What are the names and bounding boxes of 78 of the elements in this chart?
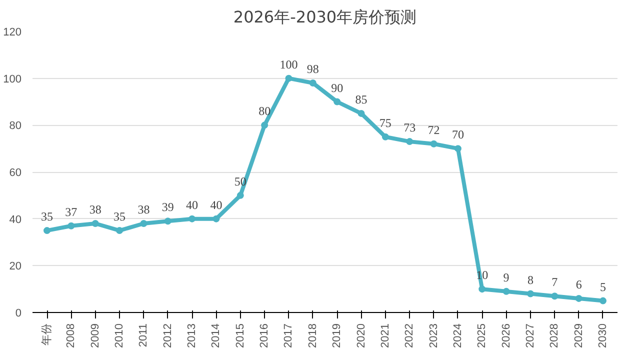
point	[454, 145, 462, 152]
point	[478, 286, 486, 293]
data-label: 40	[210, 198, 222, 212]
point	[188, 215, 196, 222]
x-tick-label: 2008	[65, 323, 78, 348]
x-tick-label: 2009	[89, 323, 102, 348]
x-tick-label: 2018	[306, 323, 319, 348]
point	[551, 292, 558, 300]
data-label: 35	[114, 210, 126, 224]
point	[502, 288, 510, 295]
data-label: 100	[280, 57, 298, 72]
x-tick-label: 2021	[379, 323, 392, 348]
y-tick-label: 60	[9, 167, 22, 179]
data-label: 6	[576, 277, 582, 292]
data-label: 8	[527, 272, 534, 287]
y-tick-label: 40	[9, 214, 22, 226]
chart-title: 2026年-2030年房价预测	[233, 8, 417, 26]
x-tick-label: 2027	[524, 323, 536, 348]
x-tick-label: 2029	[572, 323, 585, 348]
y-tick-label: 0	[15, 308, 22, 320]
data-label: 40	[186, 198, 198, 212]
x-tick-label: 2012	[162, 323, 174, 348]
point	[68, 222, 75, 230]
x-tick-label: 2026	[500, 323, 512, 348]
data-label: 38	[138, 202, 150, 217]
point	[140, 220, 148, 228]
point	[164, 218, 172, 225]
point	[430, 140, 438, 148]
x-tick-label: 2019	[331, 323, 344, 348]
data-label: 90	[331, 80, 344, 95]
point	[334, 98, 341, 106]
x-tick-label: 2024	[452, 323, 464, 348]
point	[236, 192, 244, 199]
x-tick-label: 2025	[476, 323, 488, 348]
point	[285, 74, 292, 82]
data-label: 72	[428, 122, 440, 137]
data-label: 73	[404, 120, 416, 135]
data-label: 35	[41, 210, 54, 224]
data-label: 38	[89, 202, 102, 217]
x-tick-label: 2015	[234, 323, 246, 348]
x-tick-label: 2014	[210, 323, 222, 348]
point	[44, 227, 51, 234]
point	[599, 297, 606, 304]
x-tick-label: 2010	[114, 323, 126, 348]
x-tick-label: 2030	[596, 323, 609, 348]
data-label: 85	[355, 92, 368, 106]
x-tick-label: 2023	[428, 323, 440, 348]
data-label: 80	[258, 104, 271, 118]
point	[261, 122, 268, 129]
data-label: 37	[65, 204, 78, 219]
x-tick-label: 年份	[41, 324, 54, 346]
point	[92, 220, 99, 228]
y-tick-label: 80	[9, 120, 22, 132]
point	[212, 215, 220, 222]
point	[116, 227, 124, 234]
data-label: 7	[552, 275, 558, 290]
x-tick-label: 2016	[258, 323, 271, 348]
y-tick-label: 100	[3, 73, 22, 86]
point	[526, 290, 534, 298]
point	[382, 133, 389, 140]
y-tick-label: 20	[9, 260, 22, 273]
x-tick-label: 2011	[138, 324, 150, 348]
x-tick-label: 2017	[282, 323, 295, 348]
x-tick-label: 2022	[404, 323, 416, 348]
point	[406, 138, 414, 146]
data-label: 98	[306, 62, 319, 76]
point	[358, 110, 365, 117]
x-tick-label: 2020	[355, 323, 368, 348]
data-label: 5	[600, 280, 606, 294]
point	[309, 80, 316, 87]
data-label: 9	[503, 270, 510, 284]
data-label: 39	[162, 200, 174, 214]
x-tick-label: 2013	[186, 323, 198, 348]
y-tick-label: 120	[3, 26, 22, 38]
point	[575, 294, 582, 302]
data-label: 75	[379, 116, 392, 130]
data-label: 70	[452, 128, 464, 142]
x-tick-label: 2028	[548, 323, 561, 348]
